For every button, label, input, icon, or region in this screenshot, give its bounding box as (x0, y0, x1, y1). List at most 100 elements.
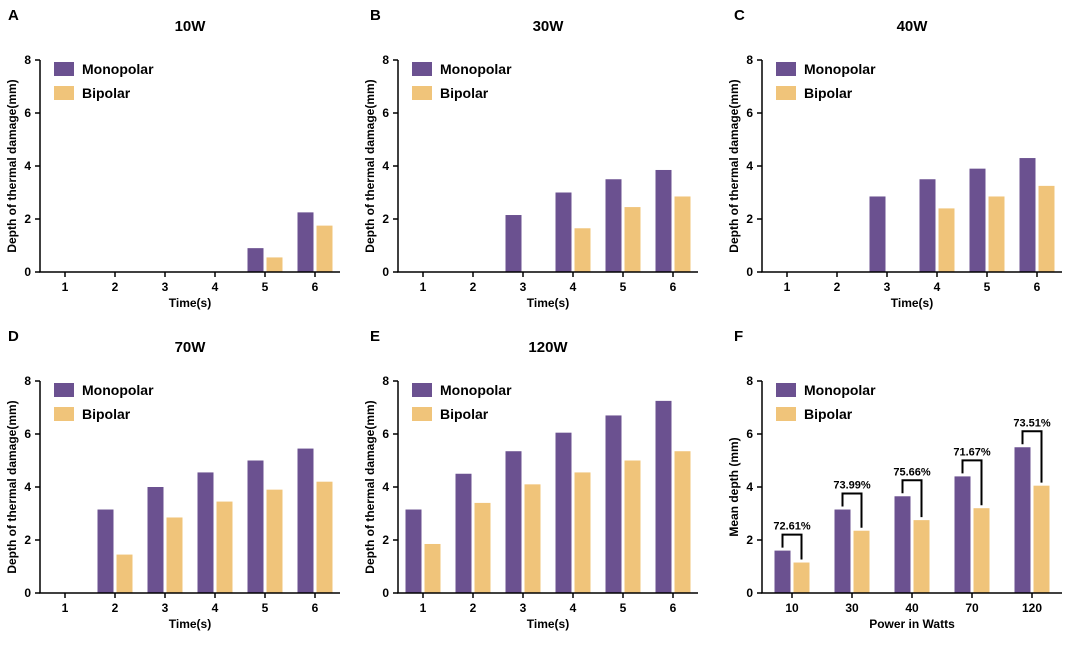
bar-bipolar-5 (988, 196, 1005, 272)
bar-monopolar-3 (869, 196, 886, 272)
x-tick-label: 6 (312, 280, 319, 294)
x-axis-label: Time(s) (891, 296, 933, 310)
panel-f: F 72.61% 73.99% 75.66% 71.67% 73.51% 0 2 4 6 8 10 30… (727, 328, 1062, 631)
bar-monopolar-70 (954, 476, 971, 593)
panel-a: A 10W 0 2 4 6 8 1 2 3 4 5 6 Time(s) Depth of thermal d… (5, 7, 340, 310)
percent-label-70: 71.67% (953, 446, 991, 458)
x-tick-label: 4 (212, 601, 219, 615)
y-axis-label: Depth of thermal damage(mm) (363, 79, 377, 252)
bar-monopolar-5 (969, 168, 986, 272)
legend-label-monopolar: Monopolar (82, 61, 154, 77)
y-tick-label: 2 (382, 533, 389, 547)
y-tick-label: 0 (24, 265, 31, 279)
x-tick-label: 30 (845, 601, 859, 615)
legend-swatch-bipolar (412, 86, 432, 100)
bar-bipolar-10 (793, 562, 810, 593)
bar-monopolar-4 (555, 432, 572, 593)
bracket-70 (961, 459, 983, 506)
bar-bipolar-6 (316, 225, 333, 272)
bar-monopolar-4 (197, 472, 214, 593)
x-tick-label: 2 (112, 601, 119, 615)
legend-swatch-monopolar (412, 62, 432, 76)
panel-e: E 120W 0 2 4 6 8 1 2 3 4 5 6 Time(s) Depth of thermal … (363, 328, 698, 631)
panel-b: B 30W 0 2 4 6 8 1 2 3 4 5 6 Time(s) Depth of thermal d… (363, 7, 698, 310)
bar-bipolar-6 (1038, 185, 1055, 272)
bar-bipolar-40 (913, 520, 930, 593)
bar-monopolar-30 (834, 509, 851, 593)
x-axis-label: Time(s) (527, 617, 569, 631)
legend-swatch-monopolar (54, 383, 74, 397)
y-tick-label: 4 (746, 480, 753, 494)
panel-letter: D (8, 328, 19, 345)
bar-monopolar-40 (894, 496, 911, 593)
x-tick-label: 40 (905, 601, 919, 615)
y-tick-label: 8 (746, 374, 753, 388)
bar-bipolar-5 (266, 489, 283, 593)
y-tick-label: 4 (24, 480, 31, 494)
panel-letter: F (734, 328, 743, 345)
y-tick-label: 4 (746, 159, 753, 173)
bar-monopolar-5 (247, 248, 264, 272)
bar-monopolar-4 (555, 192, 572, 272)
panel-letter: C (734, 7, 745, 24)
x-tick-label: 4 (570, 280, 577, 294)
y-tick-label: 0 (382, 265, 389, 279)
legend-label-bipolar: Bipolar (440, 406, 489, 422)
bar-bipolar-6 (316, 481, 333, 593)
x-tick-label: 3 (520, 280, 527, 294)
bar-bipolar-4 (574, 472, 591, 593)
x-tick-label: 2 (112, 280, 119, 294)
legend-label-monopolar: Monopolar (804, 61, 876, 77)
y-tick-label: 2 (746, 533, 753, 547)
y-tick-label: 4 (24, 159, 31, 173)
x-tick-label: 6 (670, 280, 677, 294)
y-tick-label: 2 (382, 212, 389, 226)
x-tick-label: 1 (420, 601, 427, 615)
x-tick-label: 1 (784, 280, 791, 294)
bar-bipolar-5 (624, 460, 641, 593)
legend-swatch-bipolar (54, 86, 74, 100)
bar-monopolar-3 (147, 487, 164, 593)
y-tick-label: 2 (746, 212, 753, 226)
legend-swatch-monopolar (412, 383, 432, 397)
legend-swatch-bipolar (412, 407, 432, 421)
bar-monopolar-5 (605, 415, 622, 593)
x-tick-label: 2 (470, 280, 477, 294)
x-tick-label: 3 (884, 280, 891, 294)
legend-label-bipolar: Bipolar (82, 85, 131, 101)
bar-monopolar-2 (455, 473, 472, 593)
percent-label-10: 72.61% (773, 521, 811, 533)
bracket-120 (1021, 430, 1043, 483)
bar-bipolar-6 (674, 196, 691, 272)
y-axis-label: Depth of thermal damage(mm) (727, 79, 741, 252)
bar-bipolar-3 (166, 517, 183, 593)
y-tick-label: 4 (382, 480, 389, 494)
x-axis-label: Time(s) (527, 296, 569, 310)
legend-swatch-bipolar (54, 407, 74, 421)
bar-bipolar-5 (266, 257, 283, 272)
panel-title: 120W (528, 339, 568, 356)
y-tick-label: 6 (24, 427, 31, 441)
y-axis-label: Depth of thermal damage(mm) (363, 400, 377, 573)
y-tick-label: 8 (24, 374, 31, 388)
x-tick-label: 5 (620, 280, 627, 294)
percent-label-120: 73.51% (1013, 417, 1051, 429)
bar-monopolar-1 (405, 509, 422, 593)
x-tick-label: 10 (785, 601, 799, 615)
bar-bipolar-6 (674, 451, 691, 593)
panel-d: D 70W 0 2 4 6 8 1 2 3 4 5 6 Time(s) Depth of thermal d… (5, 328, 340, 631)
panel-title: 10W (175, 18, 207, 35)
bar-monopolar-5 (247, 460, 264, 593)
bar-monopolar-6 (655, 400, 672, 593)
bar-monopolar-120 (1014, 447, 1031, 593)
bar-bipolar-4 (574, 228, 591, 272)
bar-bipolar-2 (116, 554, 133, 593)
bracket-10 (781, 533, 803, 560)
y-tick-label: 0 (382, 586, 389, 600)
y-tick-label: 4 (382, 159, 389, 173)
legend-label-monopolar: Monopolar (804, 382, 876, 398)
y-tick-label: 6 (746, 427, 753, 441)
panel-c: C 40W 0 2 4 6 8 1 2 3 4 5 6 Time(s) Depth of thermal d… (727, 7, 1062, 310)
x-tick-label: 1 (62, 601, 69, 615)
x-tick-label: 4 (212, 280, 219, 294)
